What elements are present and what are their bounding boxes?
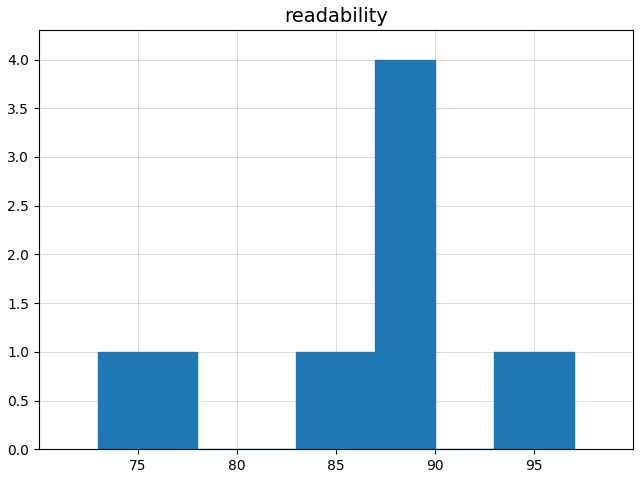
Title: readability: readability <box>284 7 388 26</box>
Bar <box>376 60 435 449</box>
Bar <box>296 352 376 449</box>
Bar <box>494 352 573 449</box>
Bar <box>98 352 197 449</box>
